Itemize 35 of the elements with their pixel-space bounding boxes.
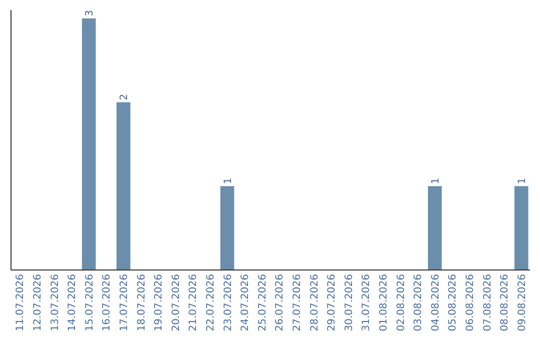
x-tick-label: 22.07.2026: [205, 274, 216, 332]
x-tick-label: 24.07.2026: [240, 274, 252, 332]
x-tick-label: 13.07.2026: [50, 274, 61, 332]
x-tick-label: 01.08.2026: [378, 274, 390, 332]
x-tick-label: 30.07.2026: [344, 274, 355, 332]
x-tick-label: 02.08.2026: [396, 274, 407, 332]
data-label: 1: [430, 178, 442, 184]
x-tick-label: 31.07.2026: [361, 274, 372, 332]
data-label: 3: [84, 10, 96, 16]
x-tick-label: 05.08.2026: [448, 274, 459, 332]
x-tick-label: 16.07.2026: [102, 274, 113, 332]
x-tick-label: 25.07.2026: [257, 274, 268, 332]
x-tick-label: 04.08.2026: [430, 274, 442, 332]
x-tick-label: 09.08.2026: [516, 274, 528, 332]
x-tick-label: 18.07.2026: [136, 274, 148, 332]
x-tick-label: 26.07.2026: [274, 274, 286, 332]
x-tick-label: 20.07.2026: [170, 274, 182, 332]
x-tick-label: 28.07.2026: [309, 274, 320, 332]
data-label: 1: [222, 178, 234, 184]
x-tick-label: 07.08.2026: [482, 274, 494, 332]
x-tick-label: 11.07.2026: [15, 274, 26, 332]
x-tick-label: 17.07.2026: [118, 274, 130, 332]
x-tick-label: 06.08.2026: [464, 274, 476, 332]
x-tick-label: 03.08.2026: [413, 274, 424, 332]
x-tick-label: 14.07.2026: [67, 274, 78, 332]
x-tick-label: 27.07.2026: [292, 274, 303, 332]
x-tick-label: 19.07.2026: [154, 274, 165, 332]
x-tick-label: 15.07.2026: [84, 274, 96, 332]
x-tick-label: 12.07.2026: [32, 274, 44, 332]
data-label: 2: [118, 94, 130, 100]
x-tick-label: 21.07.2026: [188, 274, 200, 332]
x-tick-label: 29.07.2026: [326, 274, 338, 332]
data-label: 1: [516, 178, 528, 184]
x-tick-label: 08.08.2026: [500, 274, 511, 332]
x-tick-label: 23.07.2026: [222, 274, 234, 332]
